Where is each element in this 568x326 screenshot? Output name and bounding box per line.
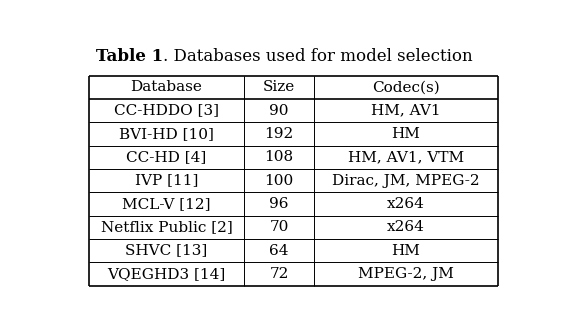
Text: 108: 108: [265, 150, 294, 164]
Text: IVP [11]: IVP [11]: [135, 173, 198, 187]
Text: HM: HM: [391, 127, 420, 141]
Text: CC-HDDO [3]: CC-HDDO [3]: [114, 104, 219, 118]
Text: 72: 72: [269, 267, 289, 281]
Text: HM, AV1, VTM: HM, AV1, VTM: [348, 150, 464, 164]
Text: 96: 96: [269, 197, 289, 211]
Text: Netflix Public [2]: Netflix Public [2]: [101, 220, 232, 234]
Text: VQEGHD3 [14]: VQEGHD3 [14]: [107, 267, 225, 281]
Text: x264: x264: [387, 197, 425, 211]
Text: . Databases used for model selection: . Databases used for model selection: [163, 48, 473, 65]
Text: SHVC [13]: SHVC [13]: [126, 244, 207, 258]
Text: Dirac, JM, MPEG-2: Dirac, JM, MPEG-2: [332, 173, 480, 187]
Text: Table 1: Table 1: [95, 48, 163, 65]
Text: HM: HM: [391, 244, 420, 258]
Text: MPEG-2, JM: MPEG-2, JM: [358, 267, 454, 281]
Text: Database: Database: [131, 80, 202, 94]
Text: 70: 70: [269, 220, 289, 234]
Text: MCL-V [12]: MCL-V [12]: [122, 197, 211, 211]
Text: CC-HD [4]: CC-HD [4]: [126, 150, 207, 164]
Text: Size: Size: [263, 80, 295, 94]
Text: 100: 100: [264, 173, 294, 187]
Text: x264: x264: [387, 220, 425, 234]
Text: 192: 192: [264, 127, 294, 141]
Text: 90: 90: [269, 104, 289, 118]
Text: BVI-HD [10]: BVI-HD [10]: [119, 127, 214, 141]
Text: HM, AV1: HM, AV1: [371, 104, 441, 118]
Text: 64: 64: [269, 244, 289, 258]
Text: Codec(s): Codec(s): [372, 80, 440, 94]
